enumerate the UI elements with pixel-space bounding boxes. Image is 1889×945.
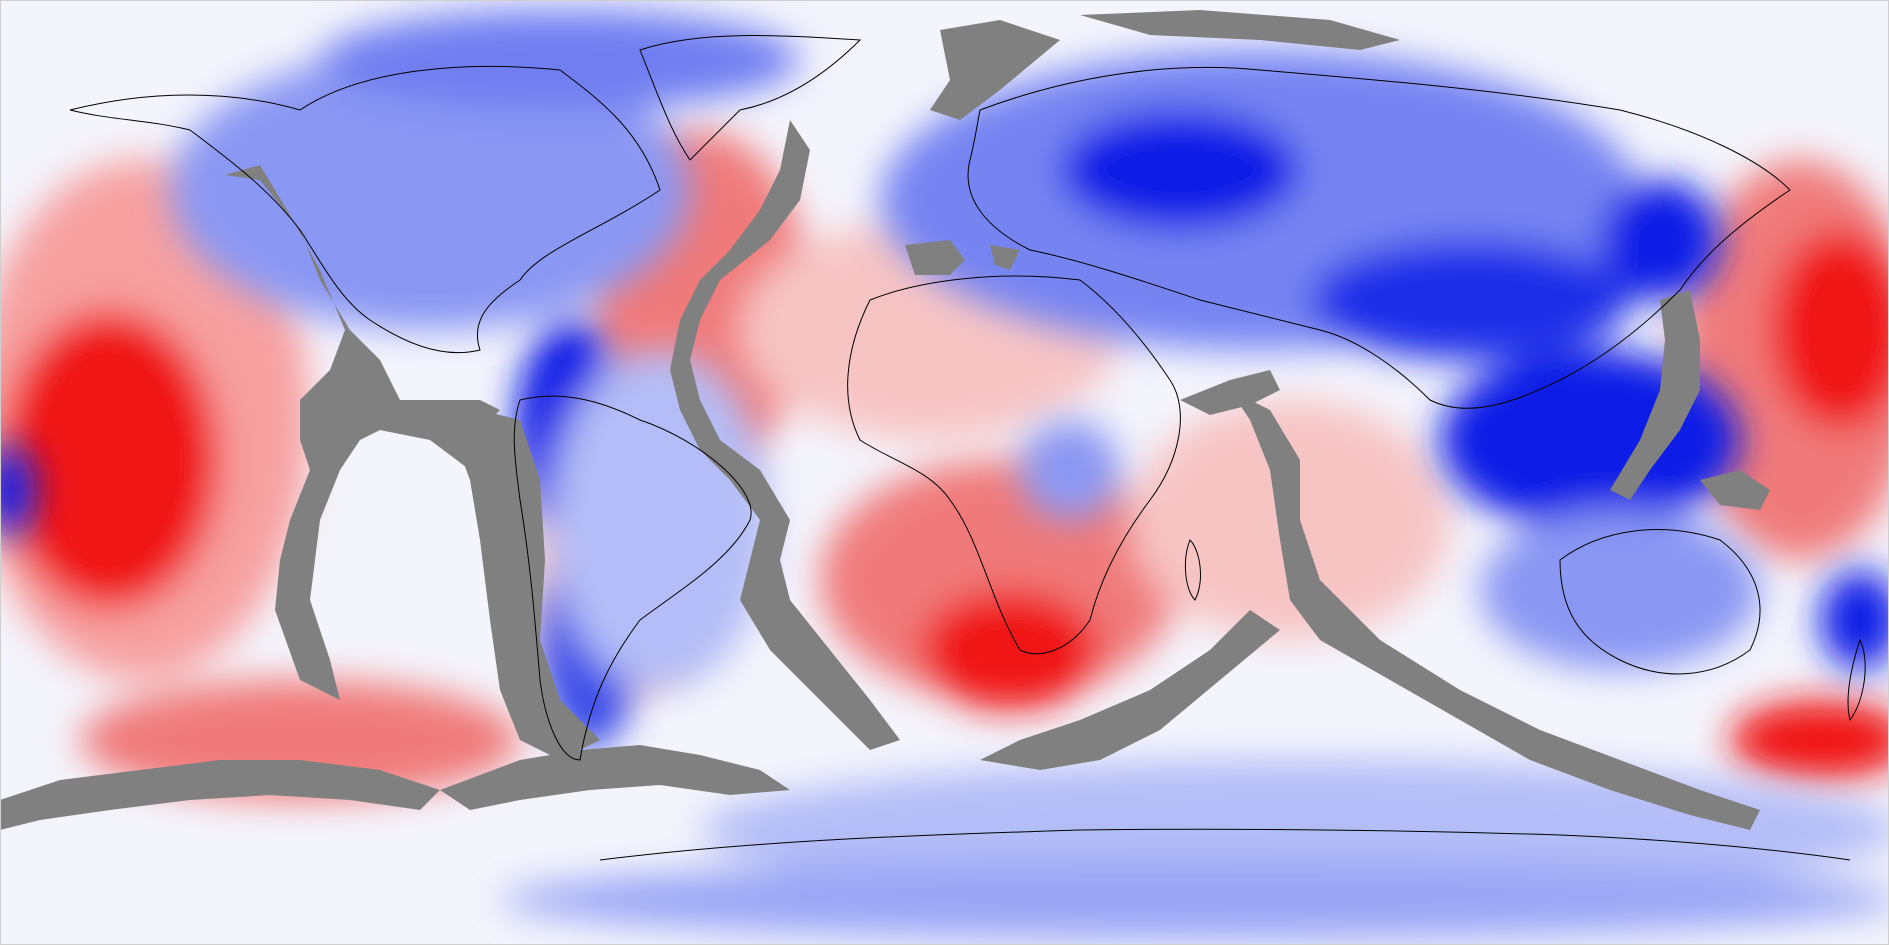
mask-andes-corridor (440, 410, 600, 760)
anomaly-new-zealand (1820, 570, 1889, 670)
anomaly-antarctica (500, 860, 1889, 940)
mask-west-pacific-arc (1610, 290, 1700, 500)
anomaly-asia-south (1310, 240, 1630, 360)
anomaly-arctic-canada (320, 10, 800, 110)
mask-pacific-antarctic (0, 760, 440, 830)
coast-south-america (513, 395, 752, 761)
anomaly-pacific-east-core (0, 310, 220, 610)
coastlines (69, 35, 1866, 861)
coast-africa (847, 275, 1181, 655)
mask-iberia (905, 240, 965, 275)
mask-indian-ridge (1230, 390, 1760, 830)
anomaly-pacific-island (0, 445, 35, 535)
mask-arctic-ridge (1080, 10, 1400, 50)
mask-sw-indian-ridge (980, 610, 1280, 770)
mask-mid-atlantic-ridge (670, 120, 900, 750)
coast-antarctica (599, 828, 1851, 861)
anomaly-africa-south-core (920, 590, 1100, 710)
mask-italy (990, 245, 1020, 270)
coast-madagascar (1185, 539, 1201, 601)
coast-australia (1559, 529, 1761, 675)
negative-anomaly-layer (0, 10, 1889, 940)
anomaly-north-america (170, 50, 690, 330)
anomaly-pacific-west-core (1770, 230, 1889, 430)
anomaly-australia (1480, 510, 1760, 670)
coast-north-america (69, 65, 661, 354)
anomaly-east-africa (1020, 420, 1120, 520)
mask-red-sea (1180, 370, 1280, 415)
anomaly-south-america (550, 350, 770, 690)
mask-new-guinea (1700, 470, 1770, 510)
masked-regions (0, 10, 1770, 830)
coast-eurasia (967, 66, 1791, 409)
mask-greenland-strait (930, 20, 1060, 120)
coast-greenland (639, 35, 862, 161)
anomaly-tasman (1730, 700, 1889, 780)
anomaly-east-asia (1600, 180, 1720, 300)
mask-drake-passage (440, 745, 790, 810)
coast-new-zealand (1847, 638, 1866, 722)
mask-americas-west (225, 165, 500, 700)
anomaly-russia-core (1060, 110, 1300, 230)
